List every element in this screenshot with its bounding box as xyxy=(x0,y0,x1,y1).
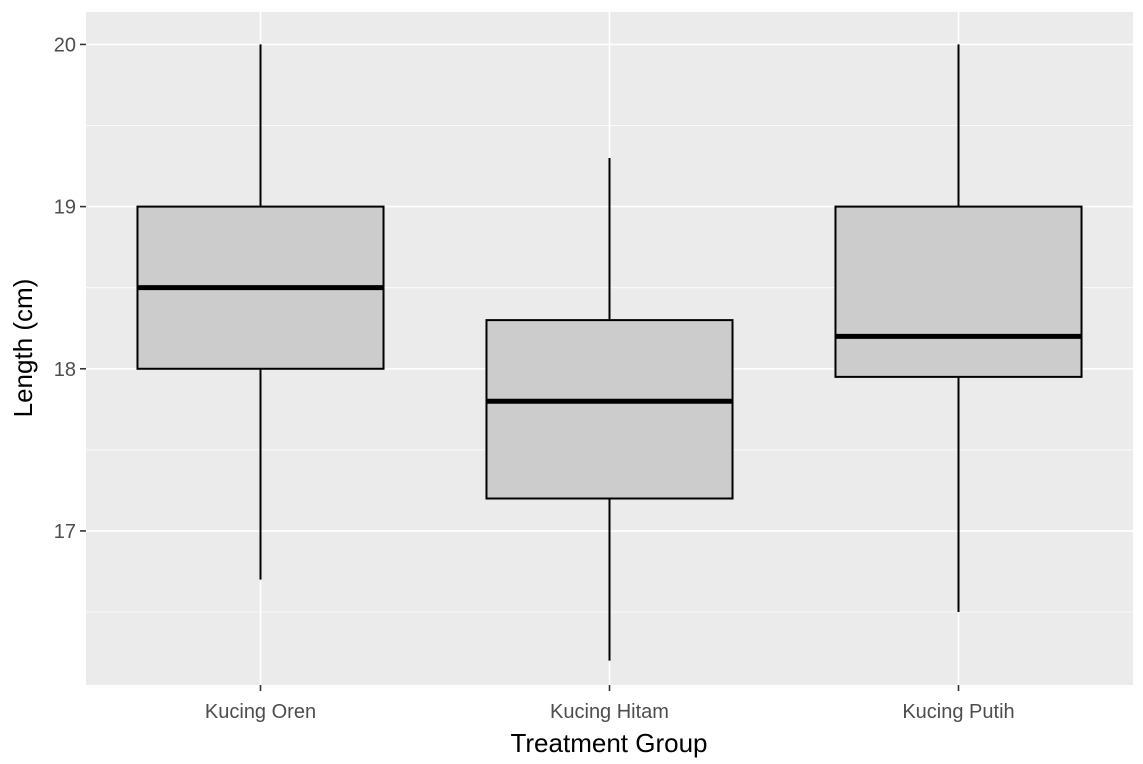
box-body xyxy=(834,205,1083,378)
x-tick-label: Kucing Hitam xyxy=(550,701,669,723)
x-axis: Kucing Oren Kucing Hitam Kucing Putih xyxy=(205,685,1015,723)
y-axis-title: Length (cm) xyxy=(8,279,38,418)
y-axis: 17 18 19 20 xyxy=(54,34,86,543)
x-tick-label: Kucing Oren xyxy=(205,701,316,723)
y-tick-label: 18 xyxy=(54,359,76,381)
box-1 xyxy=(136,44,385,580)
x-tick-label: Kucing Putih xyxy=(902,701,1014,723)
box-2 xyxy=(485,157,734,661)
y-tick-label: 20 xyxy=(54,34,76,56)
x-axis-title: Treatment Group xyxy=(510,728,707,758)
box-body xyxy=(485,319,734,500)
box-group xyxy=(136,44,1083,661)
box-3 xyxy=(834,44,1083,613)
y-tick-label: 19 xyxy=(54,197,76,219)
y-tick-label: 17 xyxy=(54,521,76,543)
